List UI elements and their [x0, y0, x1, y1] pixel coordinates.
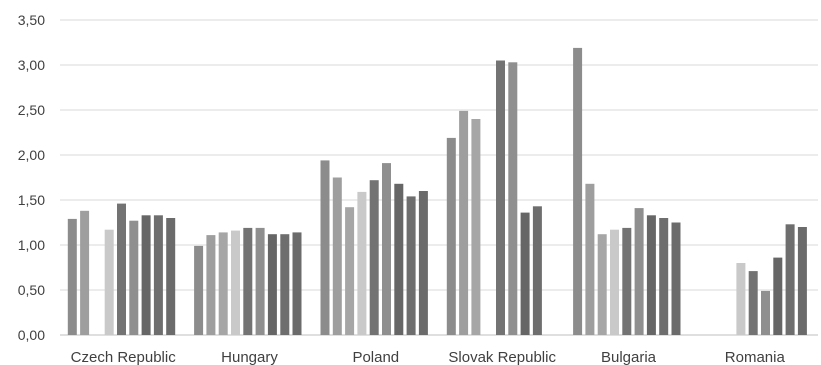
y-tick-label: 1,00	[18, 237, 45, 253]
bar	[459, 110, 469, 336]
bar	[406, 196, 416, 335]
bar	[129, 220, 139, 335]
y-axis-tick-labels: 0,00 0,50 1,00 1,50 2,00 2,50 3,00 3,50	[18, 12, 45, 343]
bar	[496, 60, 505, 335]
bar	[646, 215, 656, 335]
category-label: Bulgaria	[601, 349, 657, 365]
bar	[166, 218, 176, 335]
y-tick-label: 0,00	[18, 327, 45, 343]
y-tick-label: 3,50	[18, 12, 45, 28]
bar	[622, 227, 632, 335]
bar	[573, 47, 583, 336]
category-label: Czech Republic	[71, 349, 177, 365]
bar	[671, 222, 681, 335]
bar	[610, 229, 619, 335]
bar	[104, 229, 114, 335]
bar	[532, 206, 542, 335]
bars	[67, 47, 807, 336]
bar	[117, 203, 126, 335]
bar	[80, 210, 90, 335]
bar	[243, 227, 253, 335]
y-tick-label: 2,50	[18, 102, 45, 118]
bar	[394, 183, 404, 335]
bar	[67, 218, 77, 335]
bar	[153, 215, 163, 335]
category-label: Hungary	[221, 349, 278, 365]
bar	[508, 62, 518, 336]
bar	[659, 218, 669, 335]
category-label: Romania	[725, 349, 786, 365]
bar	[382, 163, 391, 335]
bar	[520, 212, 530, 335]
bar	[218, 232, 228, 335]
bar	[141, 215, 151, 335]
bar	[446, 137, 456, 335]
bar	[345, 207, 355, 335]
bar	[597, 234, 607, 335]
bar	[785, 224, 795, 335]
bar	[797, 227, 807, 335]
y-tick-label: 0,50	[18, 282, 45, 298]
y-tick-label: 1,50	[18, 192, 45, 208]
gridlines	[60, 19, 818, 336]
bar	[418, 191, 428, 335]
bar	[231, 230, 240, 335]
bar	[471, 119, 481, 335]
bar	[280, 234, 290, 335]
bar	[332, 177, 342, 335]
category-labels: Czech Republic Hungary Poland Slovak Republ…	[71, 349, 786, 365]
y-tick-label: 3,00	[18, 57, 45, 73]
category-label: Slovak Republic	[448, 349, 556, 365]
bar	[320, 160, 330, 335]
bar	[255, 227, 265, 335]
bar	[736, 263, 746, 335]
bar	[585, 183, 595, 335]
bar	[194, 245, 204, 335]
bar	[773, 257, 783, 335]
bar	[267, 234, 277, 335]
category-label: Poland	[352, 349, 399, 365]
bar	[206, 235, 216, 335]
bar	[357, 191, 367, 335]
bar	[748, 271, 758, 335]
y-tick-label: 2,00	[18, 147, 45, 163]
bar	[634, 208, 644, 335]
bar	[292, 232, 302, 335]
bar	[369, 180, 379, 335]
bar	[761, 290, 770, 335]
